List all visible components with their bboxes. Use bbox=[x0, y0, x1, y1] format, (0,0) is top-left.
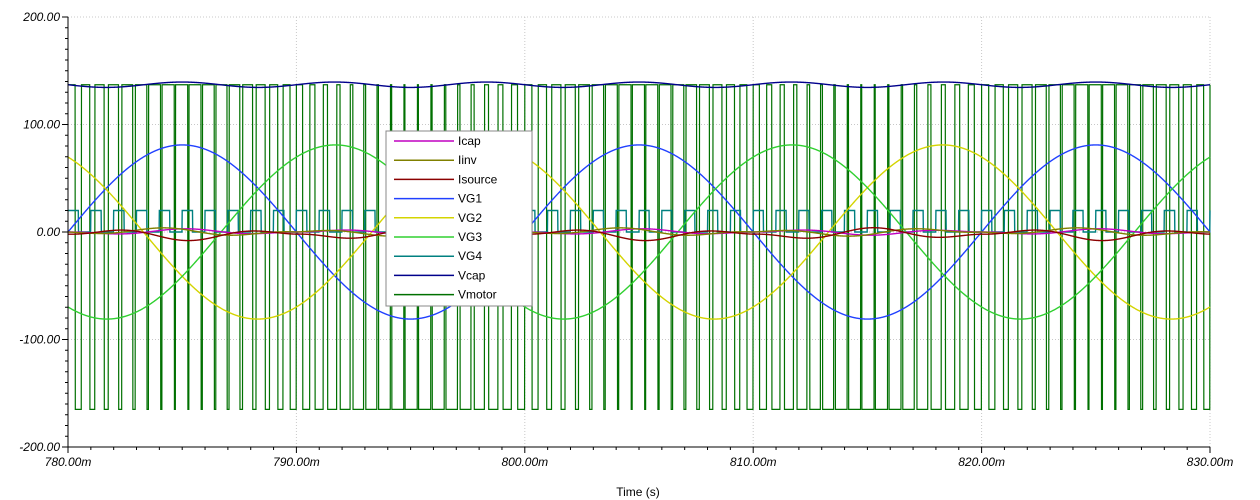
series-line-vcap bbox=[67, 81, 1211, 89]
y-axis-ticks: 200.00 100.00 0.00 -100.00 -200.00 bbox=[19, 10, 68, 454]
x-tick-label: 820.00m bbox=[958, 455, 1005, 469]
y-tick-label: 100.00 bbox=[23, 118, 60, 132]
x-axis-title: Time (s) bbox=[616, 485, 660, 499]
series-line-iinv bbox=[67, 227, 1211, 237]
legend-entry-vg2: VG2 bbox=[458, 211, 482, 225]
y-tick-label: -100.00 bbox=[19, 333, 60, 347]
series-line-vg3 bbox=[67, 144, 1211, 320]
x-tick-label: 780.00m bbox=[45, 455, 92, 469]
y-tick-label: 0.00 bbox=[37, 225, 61, 239]
legend-entry-vg3: VG3 bbox=[458, 230, 482, 244]
legend-entry-iinv: Iinv bbox=[458, 153, 477, 167]
x-axis-ticks: 780.00m 790.00m 800.00m 810.00m 820.00m 830.0… bbox=[45, 447, 1234, 469]
plot-traces bbox=[67, 81, 1211, 410]
legend-entry-vg4: VG4 bbox=[458, 249, 482, 263]
legend: Icap Iinv Isource VG1 VG2 VG3 VG4 Vcap Vmotor bbox=[385, 130, 533, 307]
legend-entry-vmotor: Vmotor bbox=[458, 288, 497, 302]
y-tick-label: -200.00 bbox=[19, 440, 60, 454]
x-tick-label: 830.00m bbox=[1187, 455, 1234, 469]
series-line-isource bbox=[67, 227, 1211, 242]
x-tick-label: 790.00m bbox=[273, 455, 320, 469]
x-tick-label: 810.00m bbox=[730, 455, 777, 469]
series-line-vmotor bbox=[68, 84, 1211, 410]
legend-entry-icap: Icap bbox=[458, 134, 481, 148]
legend-entry-isource: Isource bbox=[458, 172, 498, 186]
x-tick-label: 800.00m bbox=[501, 455, 548, 469]
legend-entry-vg1: VG1 bbox=[458, 192, 482, 206]
legend-entry-vcap: Vcap bbox=[458, 268, 486, 282]
y-tick-label: 200.00 bbox=[22, 10, 60, 24]
series-line-vg4 bbox=[68, 209, 1211, 233]
